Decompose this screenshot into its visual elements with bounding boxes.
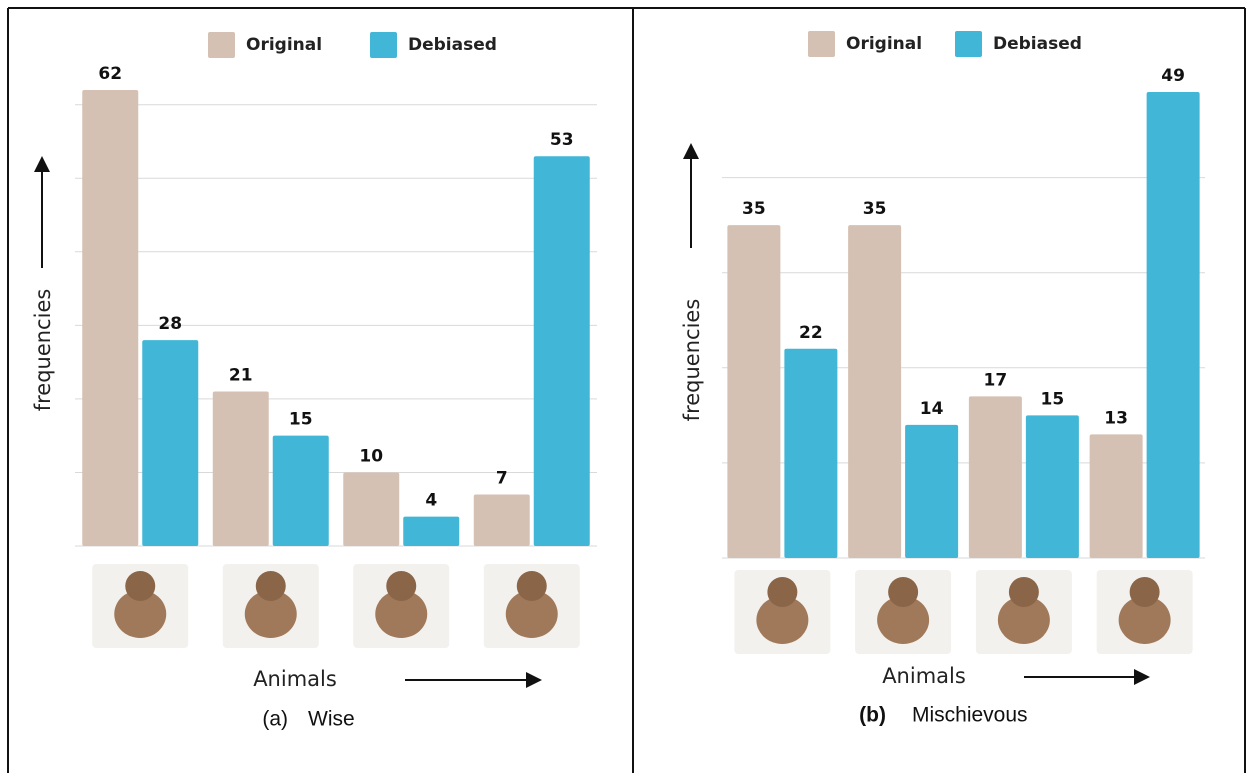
animal-image <box>353 564 450 648</box>
animal-head <box>125 571 156 601</box>
animal-body <box>997 596 1050 644</box>
animal-body <box>375 590 428 638</box>
value-label: 10 <box>359 446 383 466</box>
x-axis-label: Animals <box>882 664 966 688</box>
value-label: 17 <box>984 370 1008 390</box>
animal-head <box>1129 577 1160 607</box>
animal-image <box>483 564 580 648</box>
caption-label: (b) <box>859 704 886 727</box>
bar <box>343 472 400 546</box>
caption-label: (a) <box>262 708 288 731</box>
caption: Mischievous <box>912 704 1028 727</box>
y-axis-label: frequencies <box>31 289 55 412</box>
value-label: 53 <box>550 130 574 150</box>
animal-image <box>222 564 319 648</box>
value-label: 35 <box>863 199 887 219</box>
bar <box>473 494 530 546</box>
legend-label: Debiased <box>408 35 497 55</box>
value-label: 13 <box>1104 408 1128 428</box>
animal-body <box>877 596 930 644</box>
value-label: 22 <box>799 323 823 343</box>
animal-image <box>734 570 831 654</box>
animal-head <box>255 571 286 601</box>
value-label: 49 <box>1161 66 1185 86</box>
bar <box>212 391 269 546</box>
bar <box>1146 92 1200 558</box>
bar <box>968 396 1022 558</box>
legend-swatch <box>955 31 982 57</box>
animal-image <box>1096 570 1193 654</box>
bar <box>142 340 199 546</box>
x-axis-label: Animals <box>253 667 337 691</box>
bar <box>905 424 959 558</box>
bar <box>848 225 902 558</box>
animal-head <box>767 577 798 607</box>
animal-head <box>516 571 547 601</box>
value-label: 15 <box>1041 389 1065 409</box>
animal-head <box>888 577 919 607</box>
value-label: 28 <box>158 314 182 334</box>
bar <box>1089 434 1143 558</box>
value-label: 35 <box>742 199 766 219</box>
animal-head <box>1008 577 1039 607</box>
bar <box>784 348 838 558</box>
animal-image <box>975 570 1072 654</box>
value-label: 62 <box>98 64 122 84</box>
value-label: 4 <box>425 491 437 511</box>
animal-image <box>92 564 189 648</box>
animal-body <box>505 590 558 638</box>
value-label: 14 <box>920 399 944 419</box>
legend-swatch <box>208 32 235 58</box>
legend-label: Original <box>846 34 922 54</box>
animal-image <box>855 570 952 654</box>
legend-label: Debiased <box>993 34 1082 54</box>
legend-label: Original <box>246 35 322 55</box>
bar <box>82 90 139 546</box>
caption: Wise <box>308 708 355 731</box>
animal-head <box>386 571 417 601</box>
value-label: 21 <box>229 366 253 386</box>
legend-swatch <box>808 31 835 57</box>
bar <box>272 435 329 546</box>
animal-body <box>756 596 809 644</box>
value-label: 15 <box>289 410 313 430</box>
animal-body <box>1118 596 1171 644</box>
bar <box>403 516 460 546</box>
y-axis-label: frequencies <box>680 299 704 422</box>
bar <box>533 156 590 546</box>
bar <box>727 225 781 558</box>
legend-swatch <box>370 32 397 58</box>
animal-body <box>114 590 167 638</box>
animal-body <box>244 590 297 638</box>
bar <box>1025 415 1079 558</box>
value-label: 7 <box>496 469 508 489</box>
